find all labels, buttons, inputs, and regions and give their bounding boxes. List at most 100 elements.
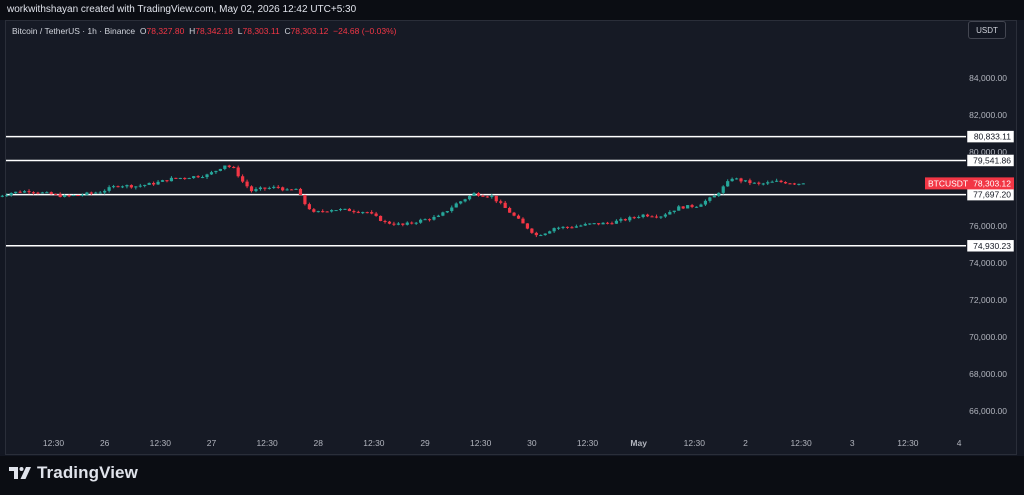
candle-body (178, 177, 182, 179)
candle-body (739, 178, 743, 182)
candle-body (690, 205, 694, 207)
candle-body (783, 182, 788, 184)
x-axis-tick-label: 26 (100, 438, 110, 448)
candle-body (734, 178, 739, 180)
candle-body (120, 186, 125, 188)
x-axis-tick-label: 28 (314, 438, 324, 448)
candle-body (641, 214, 645, 218)
candle-body (743, 180, 748, 182)
candle-body (490, 195, 494, 197)
candle-body (169, 177, 174, 182)
candle-body (370, 212, 374, 214)
close-label: C (284, 26, 291, 36)
candle-body (330, 210, 334, 212)
candle-body (67, 195, 71, 197)
candle-body (548, 231, 552, 234)
candle-body (111, 186, 116, 188)
y-axis-tick-label: 66,000.00 (969, 406, 1007, 416)
symbol-description: Bitcoin / TetherUS · 1h · Binance (12, 26, 136, 36)
chart-frame[interactable] (5, 20, 1017, 455)
tradingview-logo-icon (9, 467, 31, 479)
candle-body (441, 212, 445, 216)
horizontal-line-price-label: 79,541.86 (973, 155, 1011, 165)
candle-body (659, 216, 663, 218)
horizontal-line-price-label: 80,833.11 (974, 132, 1011, 142)
candle-body (419, 219, 423, 223)
candle-body (14, 191, 18, 193)
candle-body (503, 202, 507, 208)
candle-body (276, 186, 280, 188)
attribution-text: workwithshayan created with TradingView.… (7, 4, 357, 15)
candle-body (227, 165, 231, 167)
candle-body (352, 211, 356, 213)
candle-body (156, 181, 160, 185)
candle-body (152, 182, 156, 185)
candle-body (583, 224, 587, 226)
last-price-tag (925, 177, 1014, 190)
candle-body (361, 212, 365, 214)
candle-body (378, 215, 383, 221)
attribution-bar: workwithshayan created with TradingView.… (0, 0, 1024, 20)
candle-body (334, 210, 338, 212)
candle-body (80, 194, 85, 196)
candle-body (450, 207, 454, 212)
candle-body (0, 195, 4, 197)
candle-body (445, 211, 449, 213)
candle-body (467, 195, 472, 200)
candle-body (801, 183, 805, 185)
candle-body (614, 220, 619, 224)
candle-body (677, 206, 681, 211)
x-axis-tick-label: 12:30 (790, 438, 812, 448)
candle-body (383, 220, 387, 222)
candle-body (338, 209, 343, 211)
ohlc-legend: Bitcoin / TetherUS · 1h · Binance O78,32… (12, 26, 396, 36)
candle-body (174, 177, 178, 179)
candle-body (543, 233, 547, 236)
candle-body (49, 192, 53, 195)
horizontal-line-price-label: 74,930.23 (973, 241, 1011, 251)
candle-body (307, 204, 311, 210)
currency-button[interactable]: USDT (968, 21, 1006, 39)
candle-body (374, 213, 378, 216)
candle-body (165, 180, 169, 182)
horizontal-line-price-tag (966, 154, 1015, 167)
x-axis-tick-label: 4 (957, 438, 962, 448)
candle-body (267, 187, 271, 189)
y-axis-tick-label: 70,000.00 (969, 332, 1007, 342)
candle-body (232, 166, 236, 168)
x-axis-tick-label: 3 (850, 438, 855, 448)
candle-body (436, 215, 441, 217)
tradingview-logo[interactable]: TradingView (9, 463, 138, 483)
candle-body (703, 200, 708, 205)
candle-body (592, 223, 596, 225)
candle-body (597, 223, 601, 225)
candle-body (401, 223, 405, 225)
close-value: 78,303.12 (290, 26, 329, 36)
candle-body (298, 188, 303, 196)
candle-body (249, 186, 254, 192)
candle-body (672, 210, 676, 212)
candle-body (561, 226, 565, 228)
y-axis-tick-label: 80,000.00 (969, 147, 1007, 157)
high-label: H (189, 26, 196, 36)
candle-body (432, 216, 436, 220)
candle-body (325, 211, 329, 213)
candle-body (316, 211, 320, 213)
horizontal-line-price-tag (966, 130, 1015, 143)
candle-body (623, 219, 627, 221)
candle-body (160, 180, 165, 182)
candle-body (223, 165, 227, 169)
candle-body (410, 222, 414, 224)
candle-body (708, 197, 712, 201)
x-axis-tick-label: 12:30 (897, 438, 919, 448)
candle-body (356, 211, 360, 213)
candle-body (565, 226, 570, 228)
x-axis-tick-label: May (630, 438, 647, 448)
candle-body (258, 187, 263, 190)
candle-body (129, 185, 133, 188)
candle-body (779, 180, 783, 183)
y-axis-tick-label: 82,000.00 (969, 110, 1007, 120)
candle-body (254, 189, 258, 192)
candle-body (494, 195, 498, 202)
